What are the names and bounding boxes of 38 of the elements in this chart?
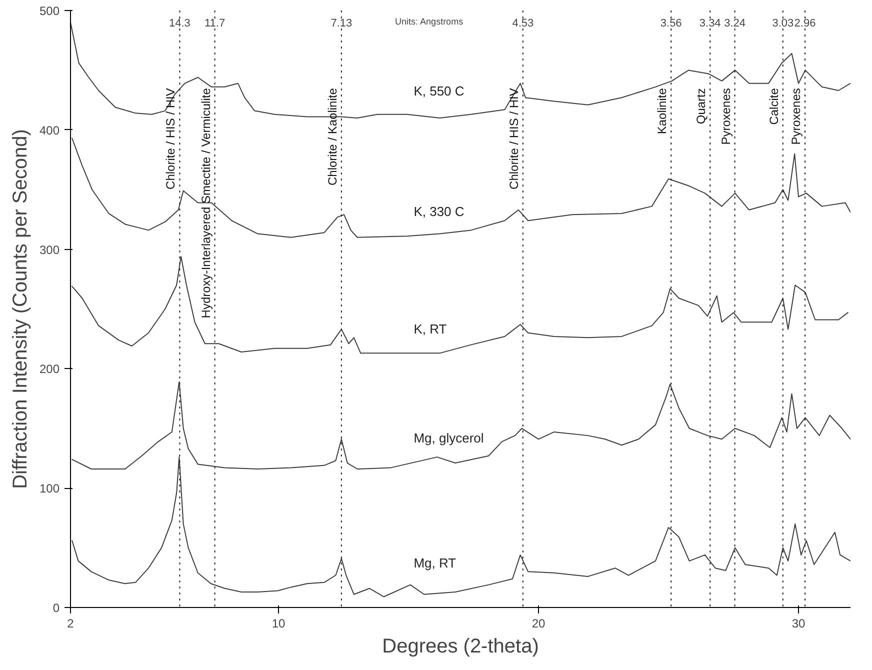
series-label: K, 330 C — [414, 204, 464, 219]
annotation: 3.24 — [724, 17, 746, 30]
series-label: Mg, glycerol — [414, 430, 484, 446]
series-label: K, 550 C — [414, 83, 464, 98]
annotation: 2.96 — [794, 17, 816, 30]
ref-line-label: Pyroxenes — [789, 88, 803, 145]
ref-line-label: Chlorite / Kaolinite — [325, 88, 340, 186]
annotation: 3.03 — [772, 17, 794, 30]
line-series — [72, 381, 850, 470]
y-axis-title: Diffraction Intensity (Counts per Second) — [9, 129, 32, 489]
ref-line-label: Chlorite / HIS / HIV — [164, 88, 178, 190]
ref-line-label: Quartz — [694, 88, 708, 124]
x-tick-label: 30 — [792, 616, 806, 630]
annotation: 3.34 — [699, 17, 721, 30]
y-tick-label: 100 — [39, 482, 60, 496]
ref-line-label: Chlorite / HIS / HIV — [506, 88, 521, 190]
x-tick-label: 20 — [532, 616, 546, 630]
y-tick-label: 500 — [39, 4, 60, 18]
x-axis-title: Degrees (2-theta) — [382, 636, 539, 658]
x-tick-label: 2 — [67, 616, 74, 630]
y-tick-label: 0 — [52, 601, 60, 615]
y-tick-label: 200 — [39, 362, 60, 376]
annotation: 14.3 — [168, 17, 190, 30]
ref-line-label: Calcite — [766, 88, 781, 125]
ref-line-label: Hydroxy-Interlayered Smectite / Vermiculite — [198, 88, 213, 318]
annotation: 4.53 — [512, 17, 534, 30]
annotation: 3.56 — [660, 17, 682, 30]
y-tick-label: 300 — [39, 242, 60, 257]
annotation: 7.13 — [330, 17, 352, 30]
series-label: K, RT — [414, 321, 447, 336]
annotation: 11.7 — [204, 17, 226, 30]
x-tick-label: 10 — [272, 616, 286, 630]
ref-line-label: Pyroxenes — [718, 88, 733, 145]
line-series — [72, 456, 850, 598]
ref-line-label: Kaolinite — [655, 88, 670, 134]
y-tick-label: 400 — [39, 123, 60, 138]
series-label: Mg, RT — [414, 555, 456, 570]
annotation: Units: Angstroms — [395, 16, 464, 26]
